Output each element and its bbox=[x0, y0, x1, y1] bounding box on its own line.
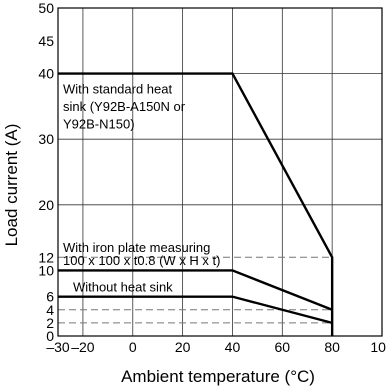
y-tick-label: 30 bbox=[38, 131, 54, 147]
x-tick-label: 20 bbox=[175, 339, 191, 355]
annotation-iron-1: With iron plate measuring bbox=[63, 240, 210, 255]
y-tick-label: 2 bbox=[46, 315, 54, 331]
series-line-standard bbox=[58, 72, 334, 336]
x-tick-labels: –30–20 0 20 40 60 80 100 bbox=[46, 339, 386, 355]
y-axis-title: Load current (A) bbox=[2, 124, 21, 247]
reference-lines bbox=[58, 256, 333, 324]
x-tick-label: 0 bbox=[129, 339, 137, 355]
annotations: With standard heat sink (Y92B-A150N or Y92… bbox=[63, 81, 221, 294]
y-tick-label: 40 bbox=[38, 66, 54, 82]
y-tick-label: 10 bbox=[38, 262, 54, 278]
annotation-standard-3: Y92B-N150) bbox=[63, 117, 135, 132]
x-tick-label: –20 bbox=[71, 339, 95, 355]
y-tick-label: 0 bbox=[46, 328, 54, 344]
x-axis-title: Ambient temperature (°C) bbox=[121, 367, 315, 386]
annotation-none-1: Without heat sink bbox=[73, 279, 173, 294]
x-tick-label: 40 bbox=[225, 339, 241, 355]
plot-frame bbox=[57, 7, 383, 337]
y-tick-label: 20 bbox=[38, 197, 54, 213]
annotation-standard-1: With standard heat bbox=[63, 81, 173, 96]
data-series bbox=[58, 72, 334, 336]
y-tick-label: 4 bbox=[46, 302, 54, 318]
y-tick-label: 45 bbox=[38, 33, 54, 49]
annotation-iron-2: 100 x 100 x t0.8 (W x H x t) bbox=[63, 253, 221, 268]
annotation-standard-2: sink (Y92B-A150N or bbox=[63, 99, 186, 114]
x-tick-label: –30 bbox=[46, 339, 70, 355]
x-tick-label: 100 bbox=[370, 339, 386, 355]
y-tick-label: 6 bbox=[46, 289, 54, 305]
series-line-iron bbox=[58, 269, 333, 311]
x-tick-label: 60 bbox=[275, 339, 291, 355]
y-tick-label: 50 bbox=[38, 0, 54, 16]
series-line-none bbox=[58, 295, 333, 325]
x-tick-label: 80 bbox=[324, 339, 340, 355]
y-tick-label: 12 bbox=[38, 249, 54, 265]
